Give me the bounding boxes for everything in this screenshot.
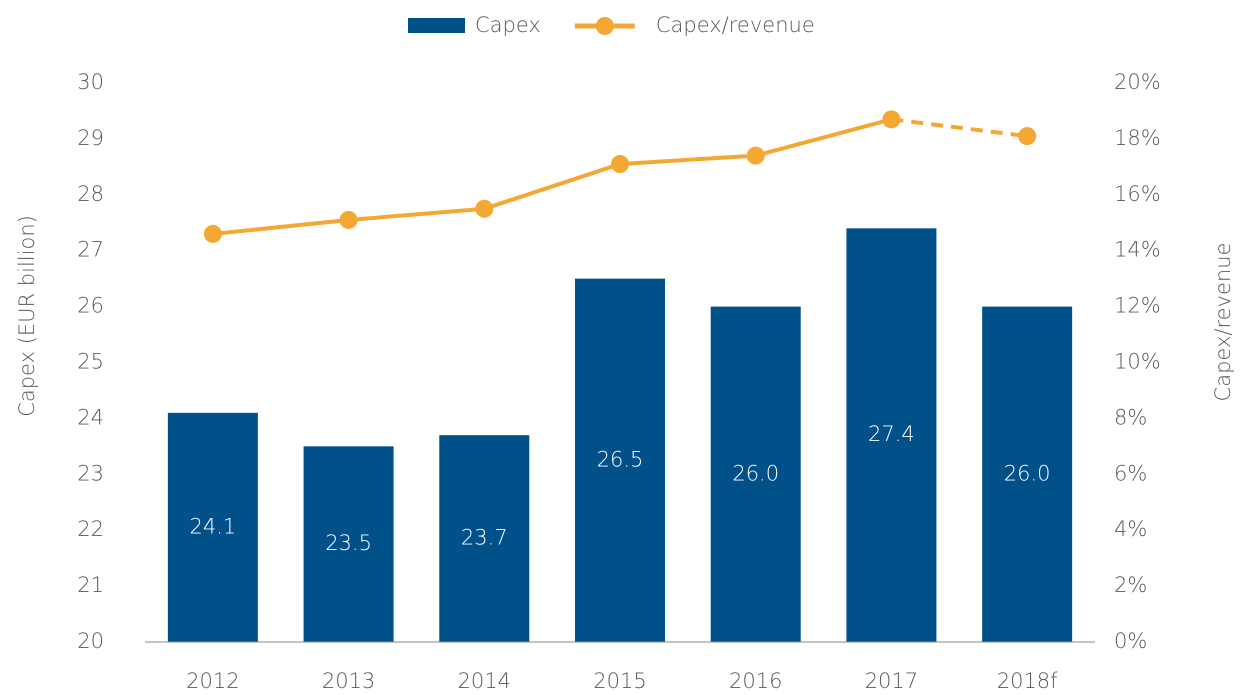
x-tick-label: 2014 — [458, 669, 511, 693]
y2-axis-title: Capex/revenue — [1211, 243, 1235, 402]
line-point — [339, 210, 358, 229]
data-label: 23.7 — [461, 526, 508, 550]
y2-tick-label: 10% — [1114, 350, 1161, 374]
line-segment — [348, 206, 485, 222]
data-label: 24.1 — [189, 514, 236, 538]
y2-tick-label: 20% — [1114, 70, 1161, 94]
y-tick-label: 22 — [77, 517, 104, 541]
y2-tick-label: 8% — [1114, 405, 1147, 429]
bar — [846, 228, 937, 642]
bar — [167, 412, 258, 642]
y2-tick-label: 16% — [1114, 182, 1161, 206]
legend-label: Capex/revenue — [656, 13, 815, 37]
x-tick-label: 2013 — [322, 669, 375, 693]
y2-tick-label: 14% — [1114, 238, 1161, 262]
data-label: 27.4 — [868, 422, 915, 446]
bar — [439, 435, 530, 642]
y2-tick-label: 6% — [1114, 461, 1147, 485]
line-segment — [755, 117, 892, 158]
line-segment — [483, 162, 621, 211]
line-point — [1018, 127, 1037, 146]
data-label: 26.5 — [597, 447, 644, 471]
y-tick-label: 23 — [77, 461, 104, 485]
y-tick-label: 26 — [77, 294, 104, 318]
data-label: 26.0 — [732, 461, 779, 485]
line-point — [203, 224, 222, 243]
x-tick-label: 2016 — [729, 669, 782, 693]
y-tick-label: 25 — [77, 350, 104, 374]
y2-tick-label: 2% — [1114, 573, 1147, 597]
x-tick-label: 2015 — [593, 669, 646, 693]
y-axis-title: Capex (EUR billion) — [15, 215, 39, 417]
legend-swatch-point — [595, 17, 614, 35]
x-tick-label: 2017 — [865, 669, 918, 693]
y-tick-label: 20 — [77, 629, 104, 653]
line-segment — [891, 117, 1028, 139]
y2-tick-label: 0% — [1114, 629, 1147, 653]
bar — [303, 446, 394, 642]
line-point — [746, 146, 765, 165]
line-segment — [212, 217, 349, 236]
y-tick-label: 21 — [77, 573, 104, 597]
data-label: 26.0 — [1004, 461, 1051, 485]
y-tick-label: 30 — [77, 70, 104, 94]
y2-tick-label: 12% — [1114, 294, 1161, 318]
y-tick-label: 24 — [77, 405, 104, 429]
bar — [575, 278, 665, 642]
y2-tick-label: 4% — [1114, 517, 1147, 541]
y-tick-label: 27 — [77, 238, 104, 262]
legend-swatch — [408, 18, 465, 33]
line-point — [882, 110, 901, 129]
bar — [710, 306, 801, 642]
line-segment — [619, 153, 756, 167]
x-tick-label: 2012 — [186, 669, 239, 693]
x-tick-label: 2018f — [997, 669, 1058, 693]
legend-label: Capex — [475, 13, 541, 37]
bar — [982, 306, 1073, 642]
line-point — [475, 199, 494, 218]
line-point — [611, 155, 629, 174]
data-label: 23.5 — [325, 531, 372, 555]
y-tick-label: 29 — [77, 126, 104, 150]
y2-tick-label: 18% — [1114, 126, 1161, 150]
y-tick-label: 28 — [77, 182, 104, 206]
